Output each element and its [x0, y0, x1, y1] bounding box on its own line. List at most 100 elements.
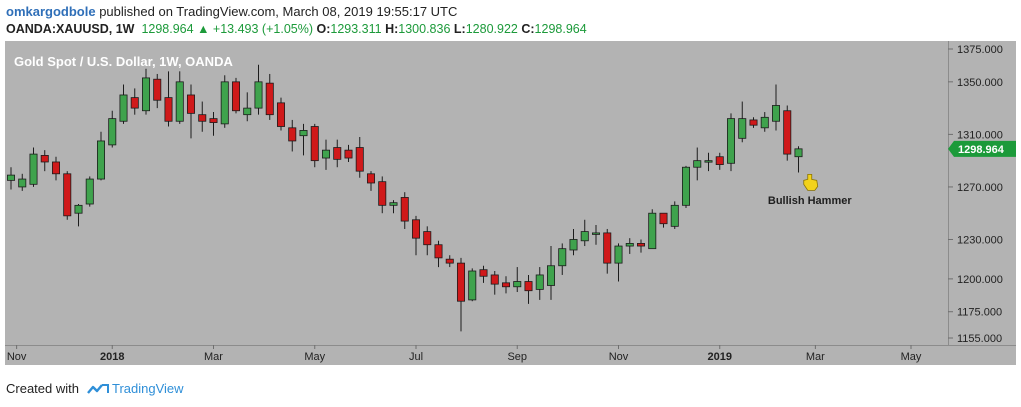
candle — [85, 176, 94, 207]
candle — [400, 192, 409, 229]
candle-body — [7, 174, 15, 181]
candle — [490, 271, 499, 295]
y-tick-label: 1200.000 — [957, 274, 1003, 286]
candle-body — [547, 265, 556, 286]
candle-body — [254, 81, 263, 109]
candle-body — [738, 118, 747, 139]
candle — [648, 209, 657, 250]
high-label: H: — [385, 22, 399, 36]
candle-body — [378, 181, 387, 206]
candle-body — [411, 219, 420, 239]
candle-body — [445, 258, 454, 264]
candle-body — [40, 155, 49, 163]
time-axis[interactable] — [5, 345, 1016, 365]
candle-body — [704, 160, 713, 163]
candle-body — [603, 232, 612, 264]
y-tick-label: 1230.000 — [957, 234, 1003, 246]
candle-body — [220, 81, 229, 125]
candle — [547, 246, 556, 300]
candle — [501, 276, 510, 294]
candle — [355, 137, 364, 178]
low-label: L: — [453, 22, 466, 36]
candle — [265, 73, 274, 120]
price-chart[interactable]: Gold Spot / U.S. Dollar, 1W, OANDA 1375.… — [0, 0, 1021, 375]
candle-body — [783, 110, 792, 155]
candle-body — [153, 78, 162, 101]
candle — [231, 77, 240, 114]
candle — [389, 200, 398, 214]
candle-body — [468, 270, 477, 301]
candle-body — [265, 82, 274, 116]
candle — [637, 239, 646, 253]
candle-body — [366, 173, 375, 184]
candle — [659, 212, 668, 228]
candle-body — [569, 239, 578, 251]
candle — [130, 88, 139, 115]
candle — [704, 152, 713, 172]
candle — [254, 64, 263, 115]
candle-body — [198, 114, 207, 122]
candle-body — [558, 248, 567, 267]
candle — [186, 84, 195, 139]
publish-info: omkargodbole published on TradingView.co… — [6, 4, 457, 19]
footer: Created with TradingView — [6, 381, 184, 396]
candle — [108, 110, 117, 148]
candle — [682, 165, 691, 208]
pointing-hand-icon — [803, 173, 819, 191]
author-name[interactable]: omkargodbole — [6, 4, 96, 19]
open-label: O: — [316, 22, 331, 36]
candle — [52, 156, 61, 181]
candle-body — [119, 94, 128, 122]
candle — [760, 112, 769, 132]
candle — [97, 131, 106, 181]
x-tick-label: 2018 — [100, 351, 124, 363]
candle-body — [63, 173, 72, 217]
candle — [164, 71, 173, 127]
up-arrow-icon: ▲ — [197, 22, 210, 36]
candle-body — [355, 147, 364, 172]
price-axis[interactable] — [948, 41, 1016, 345]
tradingview-link[interactable]: TradingView — [83, 381, 184, 396]
candle-body — [727, 118, 736, 164]
candle — [141, 68, 150, 115]
candle-body — [637, 243, 646, 247]
close-value: 1298.964 — [534, 22, 587, 36]
candle-body — [141, 77, 150, 112]
candle — [175, 71, 184, 124]
annotation-label: Bullish Hammer — [768, 195, 852, 207]
tradingview-brand: TradingView — [111, 381, 184, 396]
x-tick-label: May — [304, 351, 325, 363]
candle-body — [108, 118, 117, 146]
plot-area[interactable] — [5, 41, 948, 345]
candle — [220, 75, 229, 128]
candle — [63, 171, 72, 220]
candle-body — [423, 231, 432, 246]
candle-body — [434, 244, 443, 259]
candle — [423, 226, 432, 256]
candle — [783, 105, 792, 161]
candle-body — [456, 262, 465, 302]
candle-body — [29, 153, 38, 185]
candle — [749, 117, 758, 128]
candle — [344, 144, 353, 162]
candle — [592, 225, 601, 245]
candle-body — [794, 148, 803, 158]
last-price-badge — [948, 140, 1016, 157]
candle-body — [648, 212, 657, 250]
symbol-label: OANDA:XAUUSD, 1W — [6, 22, 135, 36]
candle-body — [85, 178, 94, 205]
x-tick-label: Sep — [507, 351, 527, 363]
x-tick-label: Mar — [204, 351, 223, 363]
candle — [468, 268, 477, 302]
candle — [456, 257, 465, 332]
candle — [74, 204, 83, 227]
candle — [299, 123, 308, 156]
open-value: 1293.311 — [330, 22, 382, 36]
candle — [513, 267, 522, 293]
candle-body — [231, 81, 240, 112]
candle-body — [513, 281, 522, 288]
candle — [198, 101, 207, 132]
candle — [411, 215, 420, 256]
candle — [614, 243, 623, 282]
y-tick-label: 1155.000 — [957, 333, 1002, 345]
